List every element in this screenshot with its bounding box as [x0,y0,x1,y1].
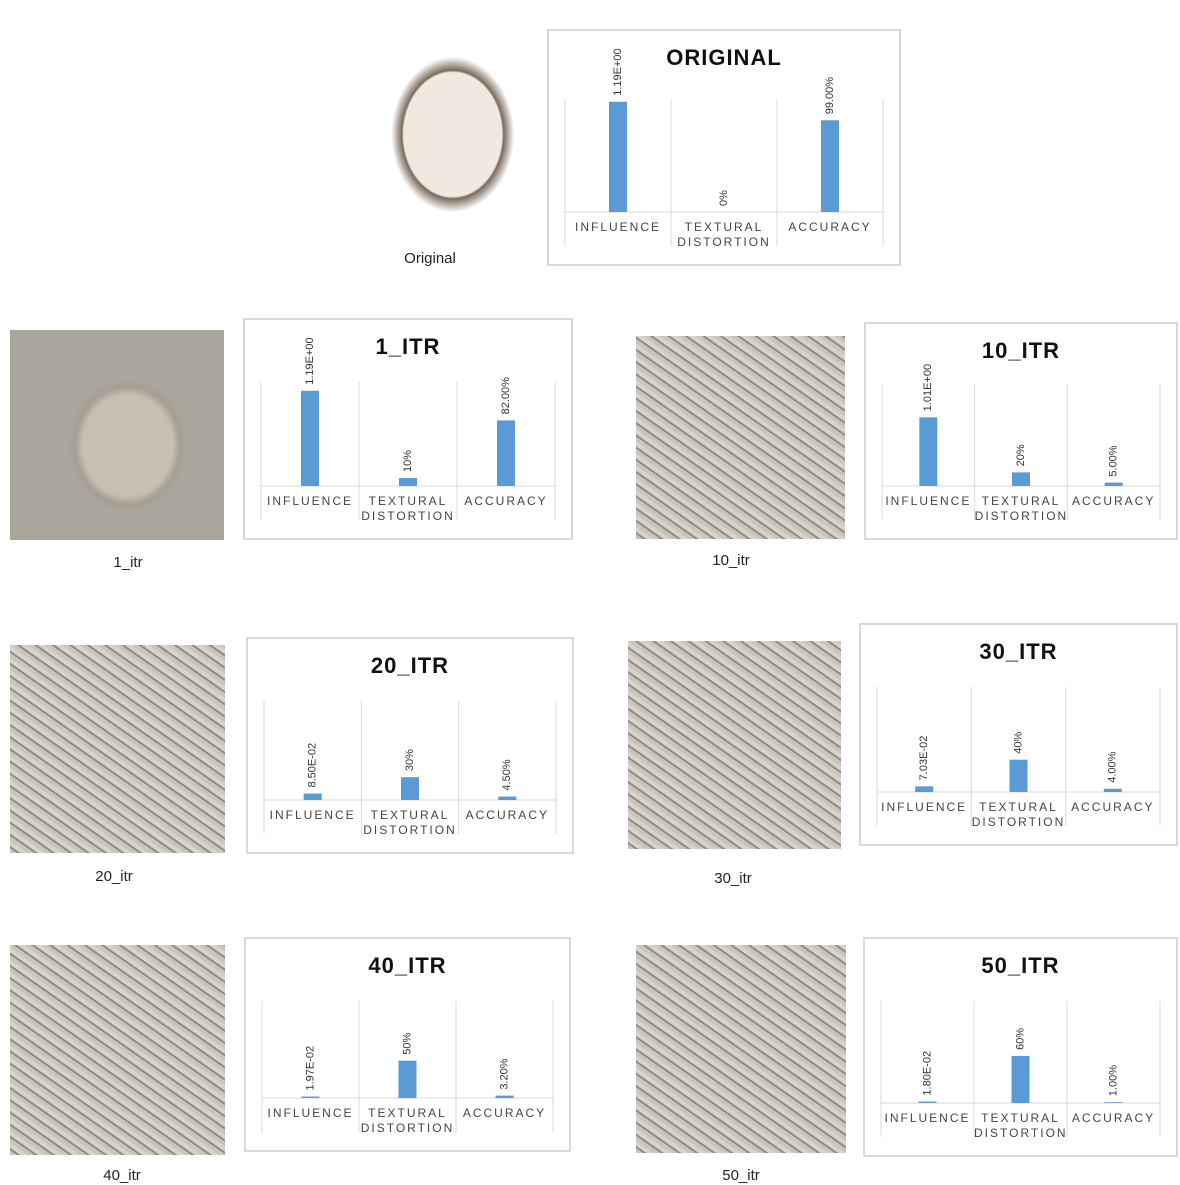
category-label: INFLUENCE [882,494,975,509]
value-label: 30% [404,749,416,771]
bar [919,1102,937,1103]
bar [1012,1056,1030,1103]
value-label: 20% [1015,444,1027,466]
category-label: ACCURACY [1067,494,1160,509]
bar [919,417,937,486]
value-label: 4.50% [501,759,513,790]
image [636,945,846,1153]
caption: 1_itr [113,554,142,571]
value-label: 1.01E+00 [922,364,934,411]
bar [304,794,322,800]
value-label: 1.19E+00 [612,48,624,95]
category-label: INFLUENCE [565,220,671,235]
category-label: INFLUENCE [264,808,361,823]
value-label: 1.80E-02 [921,1051,933,1096]
bar [821,120,839,212]
value-label: 1.19E+00 [304,337,316,384]
caption: 50_itr [722,1167,760,1184]
category-label: ACCURACY [1067,1111,1160,1126]
value-label: 40% [1012,731,1024,753]
bar [1104,789,1122,792]
image [10,645,225,853]
value-label: 82.00% [500,377,512,415]
value-label: 7.03E-02 [918,736,930,781]
category-label: TEXTURAL DISTORTION [971,800,1065,830]
category-label: TEXTURAL DISTORTION [671,220,777,250]
category-label: INFLUENCE [262,1106,359,1121]
image [340,8,545,238]
bar [497,420,515,486]
value-label: 5.00% [1108,445,1120,476]
value-label: 8.50E-02 [307,743,319,788]
image [10,330,224,540]
bar [915,786,933,792]
caption: Original [404,250,456,267]
bar [609,102,627,212]
bar [302,1097,320,1098]
category-label: TEXTURAL DISTORTION [974,1111,1067,1141]
value-label: 99.00% [824,77,836,115]
value-label: 50% [401,1032,413,1054]
value-label: 4.00% [1107,751,1119,782]
category-label: ACCURACY [1066,800,1160,815]
page: OriginalORIGINAL1.19E+000%99.00%INFLUENC… [0,0,1180,1185]
bar [401,777,419,800]
bar [1010,760,1028,792]
value-label: 3.20% [498,1058,510,1089]
bar [1012,472,1030,486]
category-label: ACCURACY [457,494,555,509]
bar [1105,483,1123,486]
bar [301,391,319,486]
image [628,641,841,849]
caption: 40_itr [103,1167,141,1184]
category-label: TEXTURAL DISTORTION [359,1106,456,1136]
caption: 10_itr [712,552,750,569]
value-label: 10% [402,450,414,472]
category-label: TEXTURAL DISTORTION [361,808,458,838]
value-label: 0% [718,190,730,206]
bar [496,1096,514,1098]
bar [399,478,417,486]
value-label: 60% [1014,1028,1026,1050]
caption: 20_itr [95,868,133,885]
category-label: INFLUENCE [877,800,971,815]
image [10,945,225,1155]
bar [1105,1102,1123,1103]
caption: 30_itr [714,870,752,887]
category-label: TEXTURAL DISTORTION [359,494,457,524]
category-label: ACCURACY [459,808,556,823]
image [636,336,845,539]
category-label: TEXTURAL DISTORTION [975,494,1068,524]
bar [399,1061,417,1098]
value-label: 1.97E-02 [304,1046,316,1091]
category-label: ACCURACY [456,1106,553,1121]
category-label: INFLUENCE [261,494,359,509]
category-label: ACCURACY [777,220,883,235]
bar [498,797,516,800]
value-label: 1.00% [1107,1065,1119,1096]
category-label: INFLUENCE [881,1111,974,1126]
